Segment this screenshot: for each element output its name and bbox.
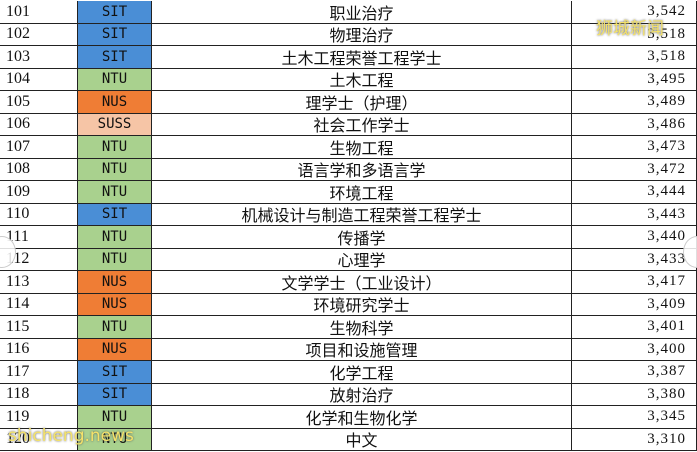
school: NTU	[78, 136, 152, 159]
program: 环境工程	[152, 181, 572, 204]
rank: 105	[0, 91, 78, 114]
salary: 3,495	[572, 68, 697, 91]
rank: 101	[0, 1, 78, 24]
school: SIT	[78, 383, 152, 406]
program: 物理治疗	[152, 23, 572, 46]
rank: 103	[0, 46, 78, 69]
program: 化学和生物化学	[152, 406, 572, 429]
rank: 120	[0, 428, 78, 451]
rank: 118	[0, 383, 78, 406]
program: 理学士（护理）	[152, 91, 572, 114]
school: SIT	[78, 23, 152, 46]
school: SIT	[78, 46, 152, 69]
salary: 3,473	[572, 136, 697, 159]
rank: 104	[0, 68, 78, 91]
school: NTU	[78, 406, 152, 429]
program: 土木工程	[152, 68, 572, 91]
salary: 3,345	[572, 406, 697, 429]
school: NTU	[78, 316, 152, 339]
program: 生物科学	[152, 316, 572, 339]
salary: 3,486	[572, 113, 697, 136]
school: NUS	[78, 338, 152, 361]
program: 传播学	[152, 226, 572, 249]
program: 机械设计与制造工程荣誉工程学士	[152, 203, 572, 226]
salary: 3,440	[572, 226, 697, 249]
program: 语言学和多语言学	[152, 158, 572, 181]
salary: 3,518	[572, 46, 697, 69]
rank: 110	[0, 203, 78, 226]
rank: 117	[0, 361, 78, 384]
program: 环境研究学士	[152, 293, 572, 316]
school: NUS	[78, 293, 152, 316]
rank: 102	[0, 23, 78, 46]
school: NTU	[78, 68, 152, 91]
school: SIT	[78, 361, 152, 384]
school: NTU	[78, 248, 152, 271]
rank: 114	[0, 293, 78, 316]
salary: 3,310	[572, 428, 697, 451]
program: 文学学士（工业设计）	[152, 271, 572, 294]
program: 土木工程荣誉工程学士	[152, 46, 572, 69]
salary: 3,444	[572, 181, 697, 204]
school: NTU	[78, 158, 152, 181]
school: NUS	[78, 91, 152, 114]
school: NTU	[78, 226, 152, 249]
program: 项目和设施管理	[152, 338, 572, 361]
school: SUSS	[78, 113, 152, 136]
program: 化学工程	[152, 361, 572, 384]
rank: 109	[0, 181, 78, 204]
salary: 3,400	[572, 338, 697, 361]
salary: 3,443	[572, 203, 697, 226]
school: NTU	[78, 181, 152, 204]
program: 社会工作学士	[152, 113, 572, 136]
school: NTU	[78, 428, 152, 451]
program: 放射治疗	[152, 383, 572, 406]
salary: 3,433	[572, 248, 697, 271]
program: 心理学	[152, 248, 572, 271]
program: 职业治疗	[152, 1, 572, 24]
rank: 115	[0, 316, 78, 339]
school: NUS	[78, 271, 152, 294]
salary: 3,489	[572, 91, 697, 114]
salary: 3,472	[572, 158, 697, 181]
school: SIT	[78, 1, 152, 24]
rank: 119	[0, 406, 78, 429]
watermark: shicheng.news	[8, 426, 134, 446]
salary: 3,409	[572, 293, 697, 316]
rank: 116	[0, 338, 78, 361]
salary: 3,401	[572, 316, 697, 339]
school: SIT	[78, 203, 152, 226]
program: 中文	[152, 428, 572, 451]
watermark: 狮城新闻	[596, 19, 664, 39]
rank: 108	[0, 158, 78, 181]
salary: 3,380	[572, 383, 697, 406]
rank: 106	[0, 113, 78, 136]
rank: 107	[0, 136, 78, 159]
program: 生物工程	[152, 136, 572, 159]
salary: 3,387	[572, 361, 697, 384]
rank: 113	[0, 271, 78, 294]
salary: 3,417	[572, 271, 697, 294]
